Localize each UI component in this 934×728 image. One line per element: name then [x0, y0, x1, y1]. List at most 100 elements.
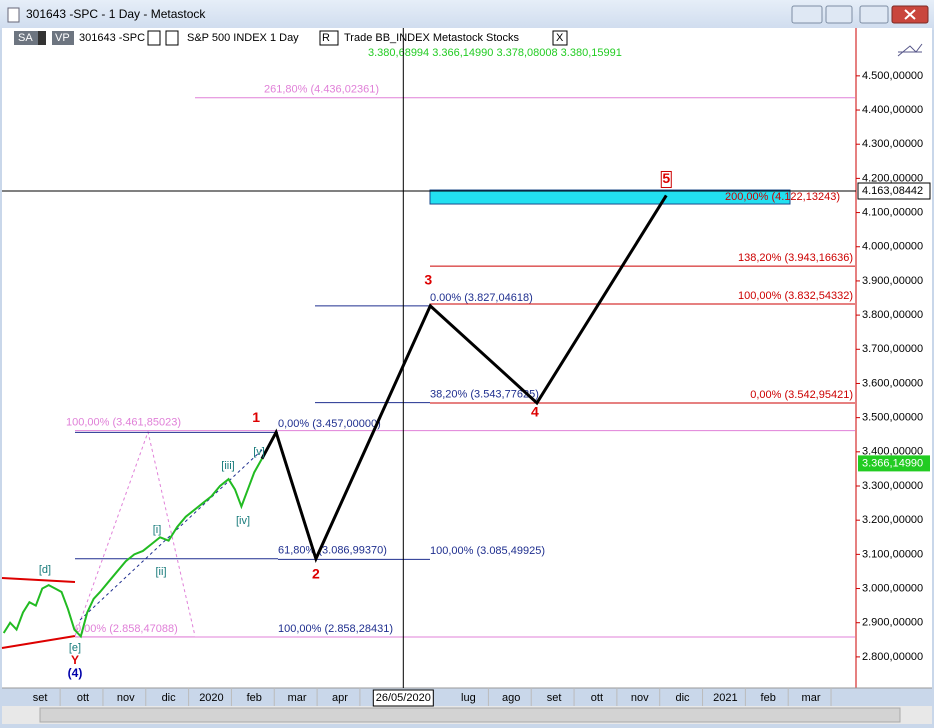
fib-label: 261,80% (4.436,02361): [264, 84, 379, 96]
y-tick-label: 3.900,00000: [862, 275, 923, 287]
wave-annotation: [iii]: [221, 460, 234, 472]
quotes: 3.380,68994 3.366,14990 3.378,08008 3.38…: [368, 47, 622, 59]
y-tick-label: 4.400,00000: [862, 104, 923, 116]
y-tick-label: 4.100,00000: [862, 206, 923, 218]
wave-label: 1: [252, 409, 260, 425]
wave-label: 2: [312, 566, 320, 582]
r-btn[interactable]: [319, 30, 339, 46]
crosshair-y-label: 4.163,08442: [862, 185, 923, 197]
info-close-label: X: [556, 32, 564, 44]
y-tick-label: 4.300,00000: [862, 138, 923, 150]
y-tick-label: 3.800,00000: [862, 309, 923, 321]
wave-annotation: [e]: [69, 642, 81, 654]
period-btn[interactable]: [165, 30, 179, 46]
y-tick-label: 3.000,00000: [862, 582, 923, 594]
y-tick-label: 2.900,00000: [862, 617, 923, 629]
x-tick-label: ago: [502, 692, 520, 704]
y-tick-label: 3.100,00000: [862, 548, 923, 560]
y-tick-label: 4.200,00000: [862, 172, 923, 184]
y-axis-area: [856, 28, 932, 688]
x-tick-label: set: [33, 692, 48, 704]
x-tick-label: ott: [77, 692, 89, 704]
x-tick-label: nov: [631, 692, 649, 704]
crosshair-x-label: 26/05/2020: [376, 692, 431, 704]
restore-btn[interactable]: [791, 5, 823, 24]
draw-tool-icon[interactable]: [897, 43, 923, 57]
info-close[interactable]: [552, 30, 568, 46]
y-tick-label: 3.600,00000: [862, 377, 923, 389]
target-zone: [429, 189, 791, 205]
title-bar: [0, 0, 934, 30]
close-icon: [904, 9, 916, 20]
price-line: [2, 458, 263, 639]
wave-annotation: [iv]: [236, 515, 250, 527]
y-tick-label: 3.400,00000: [862, 446, 923, 458]
x-tick-label: ott: [591, 692, 603, 704]
sa-drop[interactable]: [38, 31, 46, 45]
wave-annotation: [ii]: [156, 566, 167, 578]
r-label: R: [322, 32, 330, 44]
fib-label: 0,00% (2.858,47088): [75, 623, 178, 635]
sa-label: SA: [18, 32, 33, 44]
fib-label: 0,00% (3.542,95421): [750, 389, 853, 401]
vp-btn[interactable]: [52, 31, 74, 45]
crosshair-x-box: [372, 689, 434, 707]
x-tick-label: mar: [802, 692, 821, 704]
fib-label: 0,00% (3.457,00000): [278, 418, 381, 430]
fib-label: 0.00% (3.827,04618): [430, 292, 533, 304]
wave-annotation: [i]: [153, 524, 162, 536]
x-tick-label: 2020: [199, 692, 223, 704]
x-tick-label: dic: [162, 692, 177, 704]
fib-label: 100,00% (3.832,54332): [738, 290, 853, 302]
fib-label: 138,20% (3.943,16636): [738, 252, 853, 264]
fib-label: 38,20% (3.543,77625): [430, 389, 539, 401]
symbol-name: S&P 500 INDEX 1 Day: [187, 32, 299, 44]
wave-annotation: Y: [71, 653, 79, 667]
minimize-btn[interactable]: [825, 5, 853, 24]
sa-btn[interactable]: [14, 31, 44, 45]
fib-label: 100,00% (3.461,85023): [66, 417, 181, 429]
y-tick-label: 3.500,00000: [862, 412, 923, 424]
window-title: 301643 -SPC - 1 Day - Metastock: [26, 7, 206, 21]
y-tick-label: 3.700,00000: [862, 343, 923, 355]
info: Trade BB_INDEX Metastock Stocks: [344, 32, 520, 44]
fib-label: 61,80% (3.086,99370): [278, 545, 387, 557]
wave-label: 5: [662, 170, 670, 186]
plot-area: [2, 28, 856, 688]
wave-label: 3: [424, 272, 432, 288]
fib-label: 100,00% (2.858,28431): [278, 623, 393, 635]
x-tick-label: dic: [676, 692, 691, 704]
x-tick-label: lug: [461, 692, 476, 704]
wave-annotation: (4): [68, 666, 83, 680]
vp-label: VP: [55, 32, 70, 44]
y-tick-label: 4.500,00000: [862, 70, 923, 82]
wave-annotation: [d]: [39, 564, 51, 576]
y-tick-label: 2.800,00000: [862, 651, 923, 663]
x-tick-label: nov: [117, 692, 135, 704]
fib-label: 200,00% (4.122,13243): [725, 191, 840, 203]
wave-annotation: [v]: [253, 446, 265, 458]
last-price-label: 3.366,14990: [862, 457, 923, 469]
x-tick-label: apr: [332, 692, 348, 704]
x-tick-label: feb: [247, 692, 262, 704]
wedge-lines: [1, 577, 76, 649]
y-tick-label: 3.200,00000: [862, 514, 923, 526]
y-tick-label: 3.300,00000: [862, 480, 923, 492]
y-tick-label: 4.000,00000: [862, 241, 923, 253]
x-tick-label: set: [547, 692, 562, 704]
x-tick-label: 2021: [713, 692, 737, 704]
app-icon: [7, 7, 20, 23]
x-tick-label: feb: [761, 692, 776, 704]
wave-line: [260, 194, 668, 563]
crosshair-y-box: [857, 182, 931, 200]
maximize-btn[interactable]: [859, 5, 889, 24]
wave-label: 4: [531, 404, 539, 420]
last-price-box: [858, 455, 930, 472]
scroll-thumb[interactable]: [39, 707, 901, 723]
wave-box: [660, 170, 672, 188]
symbol: 301643 -SPC: [79, 32, 145, 44]
symbol-drop[interactable]: [147, 30, 161, 46]
x-tick-label: mar: [288, 692, 307, 704]
fib-label: 100,00% (3.085,49925): [430, 545, 545, 557]
